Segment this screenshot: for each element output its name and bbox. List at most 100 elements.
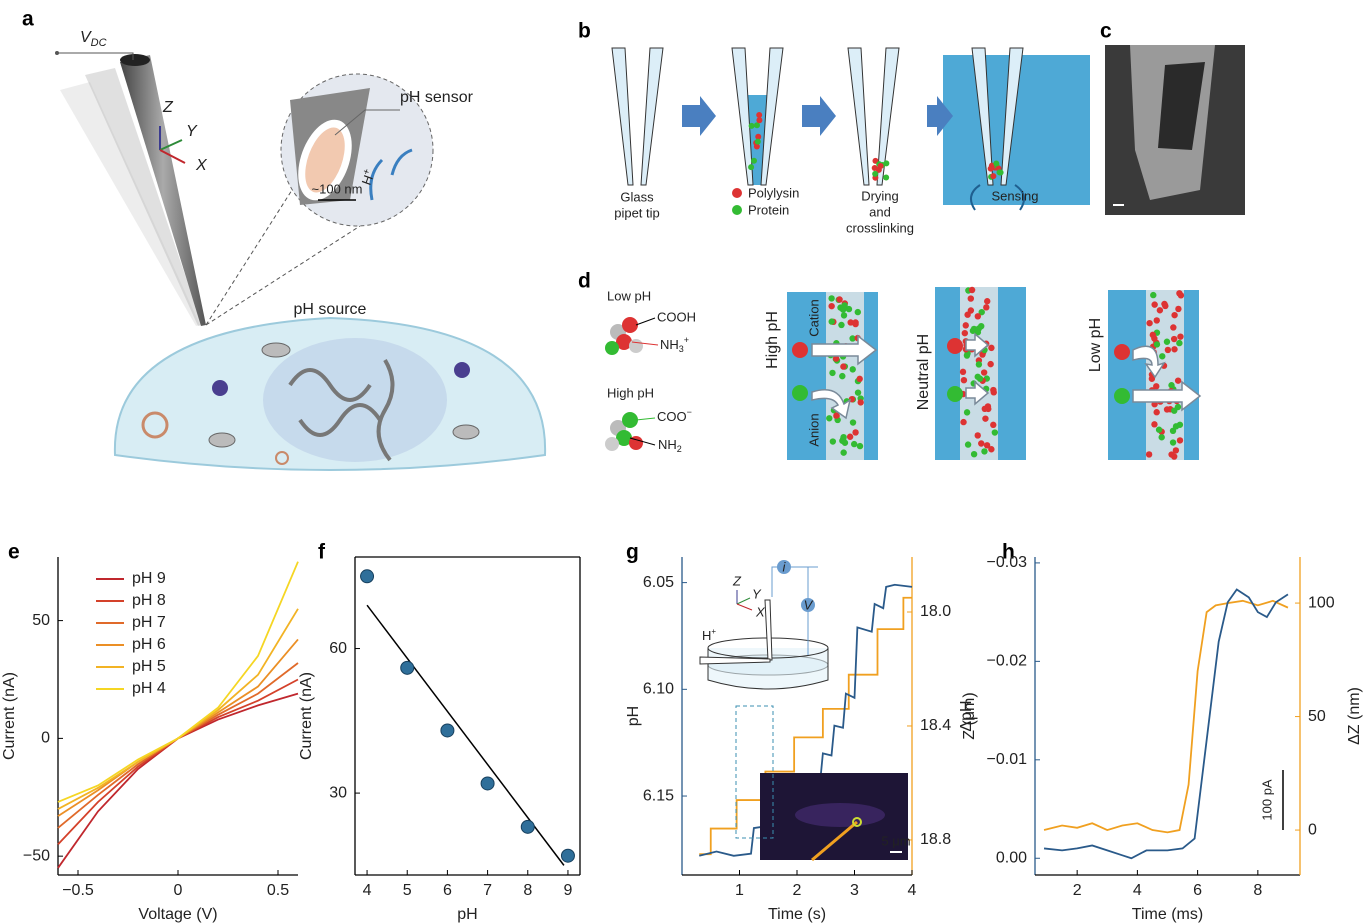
group: COO (657, 409, 687, 424)
step-label: pipet tip (614, 205, 660, 220)
panel-b: Polylysin Protein Glass pipet tip Drying… (612, 48, 1090, 235)
dot (1164, 339, 1170, 345)
dot (749, 123, 755, 129)
dot (850, 366, 856, 372)
arrow (802, 96, 836, 136)
y-axis-label: ΔpH (958, 700, 975, 731)
pipette-wall (848, 48, 869, 185)
bond (636, 318, 655, 325)
scale-label: ~100 nm (312, 181, 363, 196)
dot (857, 399, 863, 405)
dot (748, 164, 754, 170)
dot (982, 415, 988, 421)
dot (965, 441, 971, 447)
dot (1171, 312, 1177, 318)
dot (961, 377, 967, 383)
legend-label: pH 8 (132, 592, 166, 609)
y-tick-label: 30 (329, 784, 347, 801)
dot (988, 345, 994, 351)
anion (792, 385, 808, 401)
y2-tick-label: 18.4 (920, 717, 951, 734)
protein (454, 362, 470, 378)
dot (1165, 347, 1171, 353)
dot (981, 369, 987, 375)
y-tick-label: 6.05 (643, 574, 674, 591)
point (441, 724, 454, 737)
dot (1151, 421, 1157, 427)
dot (988, 166, 994, 172)
dot (1171, 346, 1177, 352)
line (58, 609, 298, 809)
voltage-sub: DC (91, 37, 107, 49)
point (361, 570, 374, 583)
dot (964, 409, 970, 415)
panel-g-inset: i V Z Y X H+ 5 μm (700, 559, 911, 860)
line (58, 694, 298, 868)
y-tick-label: 50 (32, 612, 50, 629)
dot (983, 304, 989, 310)
x-tick-label: 4 (1133, 882, 1142, 899)
condition-label: Neutral pH (915, 334, 932, 410)
x-axis-label: pH (457, 906, 477, 923)
dot (962, 330, 968, 336)
dot (839, 438, 845, 444)
organelle (262, 343, 290, 357)
dot (1153, 409, 1159, 415)
y-tick-label: −0.03 (987, 554, 1028, 571)
point (401, 661, 414, 674)
dot (1156, 427, 1162, 433)
source-label: pH source (294, 301, 367, 318)
group-sub: 2 (677, 444, 682, 454)
anion (947, 386, 963, 402)
y2-tick-label: 50 (1308, 708, 1326, 725)
sensor-label: pH sensor (400, 89, 474, 106)
dot (993, 160, 999, 166)
y2-axis-label: ΔZ (nm) (1346, 687, 1363, 745)
group: NH (660, 337, 679, 352)
x-tick-label: 0 (174, 882, 183, 899)
ion-charge: + (711, 627, 716, 636)
x-tick-label: 9 (563, 882, 572, 899)
x-axis-label: Time (ms) (1132, 906, 1203, 923)
dot (1176, 290, 1182, 296)
dot (975, 432, 981, 438)
y-tick-label: 6.15 (643, 787, 674, 804)
legend-label: Protein (748, 202, 789, 217)
dot (838, 322, 844, 328)
dot (1157, 307, 1163, 313)
dot (1170, 324, 1176, 330)
dot (851, 441, 857, 447)
arrows (682, 96, 953, 136)
dot (1177, 333, 1183, 339)
group-label: NH2 (658, 437, 682, 454)
anion (1114, 388, 1130, 404)
cation (947, 338, 963, 354)
axis-label: Y (752, 586, 762, 601)
dot (830, 438, 836, 444)
legend-dot (732, 205, 742, 215)
dot (984, 298, 990, 304)
step-label: crosslinking (846, 220, 914, 235)
dot (1150, 292, 1156, 298)
axis-label: X (195, 157, 208, 174)
point (561, 849, 574, 862)
panel-c (1105, 45, 1245, 215)
x-tick-label: 5 (403, 882, 412, 899)
step-label: Sensing (992, 188, 1039, 203)
dot (971, 451, 977, 457)
dot (981, 448, 987, 454)
organelle (453, 425, 479, 439)
dot (836, 296, 842, 302)
point (481, 777, 494, 790)
axis-label: Y (186, 123, 198, 140)
y-tick-label: −0.02 (987, 653, 1028, 670)
dot (839, 373, 845, 379)
x-tick-label: 4 (908, 882, 917, 899)
voltage-label: VDC (80, 29, 107, 49)
cation (1114, 344, 1130, 360)
y-axis-label: pH (625, 706, 642, 726)
dot (841, 312, 847, 318)
organelle (209, 433, 235, 447)
dot (960, 369, 966, 375)
legend-label: Polylysin (748, 185, 799, 200)
